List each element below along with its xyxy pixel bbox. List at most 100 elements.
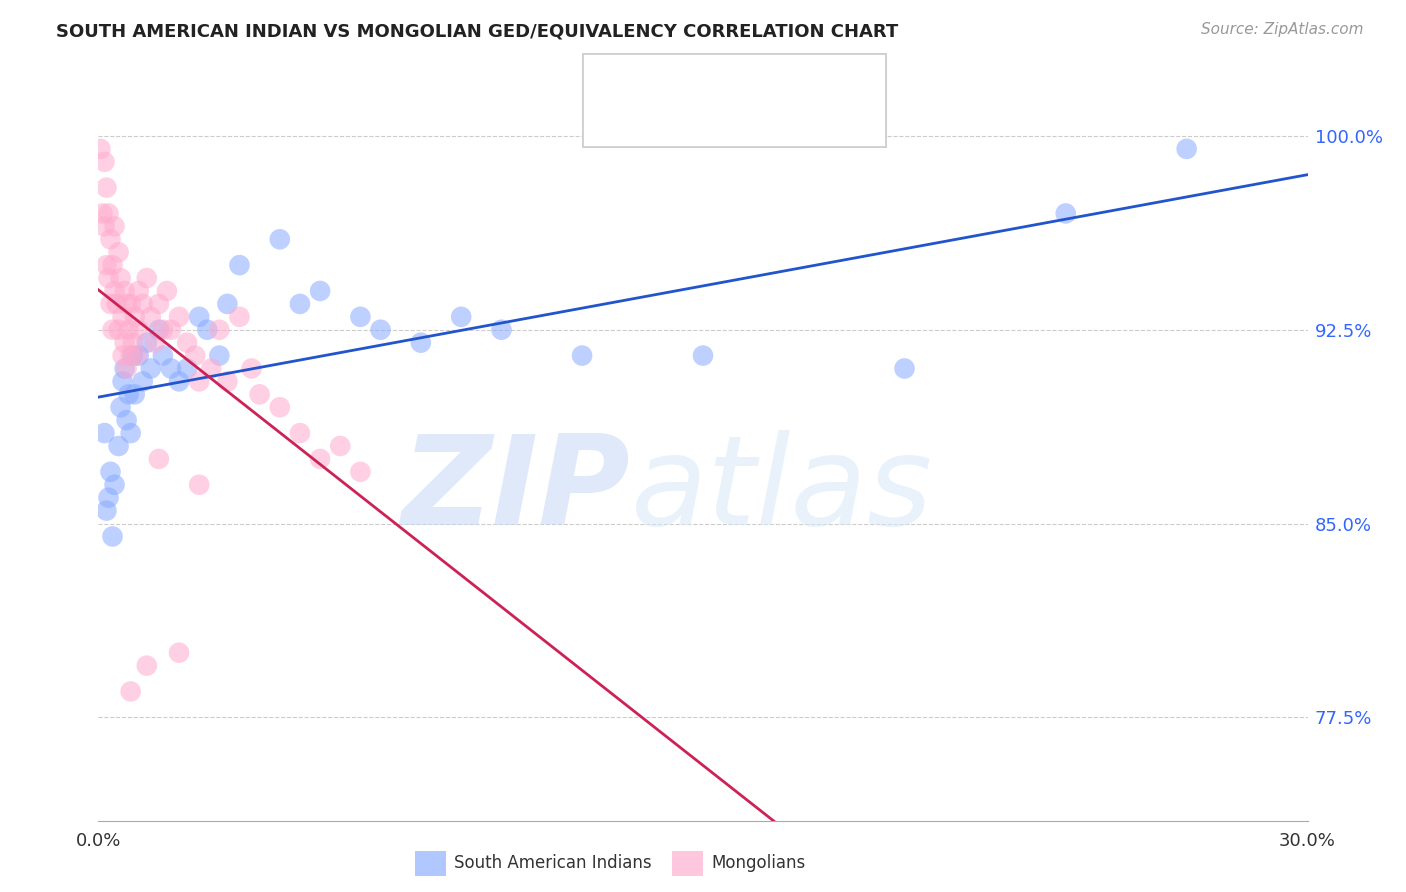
Point xyxy=(128,323,150,337)
Point xyxy=(692,349,714,363)
Point xyxy=(184,349,207,363)
Point xyxy=(111,310,134,324)
Point xyxy=(143,335,166,350)
Point xyxy=(120,297,142,311)
Point xyxy=(217,375,239,389)
Point xyxy=(217,297,239,311)
Point xyxy=(228,310,250,324)
Point xyxy=(125,349,148,363)
Point xyxy=(107,439,129,453)
Point xyxy=(124,387,146,401)
Point xyxy=(409,335,432,350)
Point xyxy=(288,426,311,441)
Point xyxy=(91,206,114,220)
Point xyxy=(115,413,138,427)
Point xyxy=(1175,142,1198,156)
Point xyxy=(124,310,146,324)
Point xyxy=(135,335,157,350)
Point xyxy=(96,503,118,517)
Point xyxy=(288,297,311,311)
Point xyxy=(111,349,134,363)
Point xyxy=(114,361,136,376)
Point xyxy=(152,349,174,363)
Point xyxy=(110,271,132,285)
Point xyxy=(93,219,115,234)
Point xyxy=(101,258,124,272)
Point xyxy=(103,477,125,491)
Point xyxy=(135,271,157,285)
Point xyxy=(118,323,141,337)
Point xyxy=(110,401,132,415)
Point xyxy=(121,335,143,350)
Text: N =: N = xyxy=(756,68,796,86)
Point xyxy=(571,349,593,363)
Point xyxy=(96,258,118,272)
Text: 0.338: 0.338 xyxy=(671,68,728,86)
Point xyxy=(148,451,170,466)
Point xyxy=(249,387,271,401)
Point xyxy=(128,284,150,298)
Point xyxy=(176,361,198,376)
FancyBboxPatch shape xyxy=(592,62,623,93)
Point xyxy=(100,465,122,479)
Point xyxy=(97,206,120,220)
Point xyxy=(103,284,125,298)
Point xyxy=(450,310,472,324)
Point xyxy=(195,323,218,337)
Point xyxy=(114,284,136,298)
Point xyxy=(208,349,231,363)
Point xyxy=(105,297,128,311)
Point xyxy=(132,375,155,389)
Point xyxy=(269,401,291,415)
Point xyxy=(107,323,129,337)
Point xyxy=(152,323,174,337)
Point xyxy=(200,361,222,376)
Point xyxy=(188,310,211,324)
Text: 42: 42 xyxy=(801,68,827,86)
Point xyxy=(135,658,157,673)
Point xyxy=(115,297,138,311)
Point xyxy=(269,232,291,246)
Text: Mongolians: Mongolians xyxy=(711,855,806,872)
Point xyxy=(101,323,124,337)
Point xyxy=(97,491,120,505)
Point xyxy=(309,451,332,466)
Point xyxy=(370,323,392,337)
Point xyxy=(160,361,183,376)
Point xyxy=(176,335,198,350)
Point xyxy=(128,349,150,363)
Text: ZIP: ZIP xyxy=(402,431,630,551)
Point xyxy=(100,297,122,311)
Text: R =: R = xyxy=(631,113,671,131)
Point xyxy=(167,310,190,324)
Point xyxy=(139,310,162,324)
Point xyxy=(97,271,120,285)
Point xyxy=(893,361,915,376)
Point xyxy=(349,310,371,324)
Point xyxy=(188,477,211,491)
Point xyxy=(148,297,170,311)
Point xyxy=(167,375,190,389)
Text: atlas: atlas xyxy=(630,431,932,551)
Text: 60: 60 xyxy=(801,113,827,131)
Point xyxy=(115,361,138,376)
Point xyxy=(114,335,136,350)
Text: N =: N = xyxy=(756,113,796,131)
Point xyxy=(148,323,170,337)
Point xyxy=(101,529,124,543)
Point xyxy=(96,180,118,194)
Point xyxy=(228,258,250,272)
Text: South American Indians: South American Indians xyxy=(454,855,652,872)
Point xyxy=(103,219,125,234)
Point xyxy=(160,323,183,337)
Point xyxy=(240,361,263,376)
Point xyxy=(93,426,115,441)
Point xyxy=(118,387,141,401)
Point xyxy=(208,323,231,337)
Text: R =: R = xyxy=(631,68,671,86)
Point xyxy=(93,154,115,169)
Point xyxy=(89,142,111,156)
Point xyxy=(120,349,142,363)
Point xyxy=(107,245,129,260)
Point xyxy=(121,349,143,363)
